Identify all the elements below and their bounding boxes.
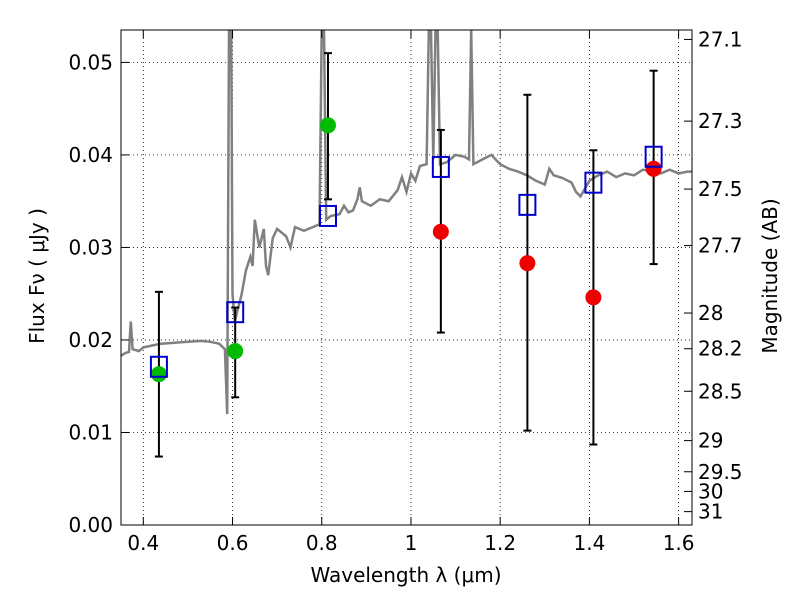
data-point-circle	[645, 160, 662, 177]
gridlines	[121, 30, 692, 526]
right-tick-label: 27.7	[698, 234, 743, 258]
y-axis-title: Flux Fν ( μJy )	[25, 208, 49, 344]
y-tick-label: 0.04	[68, 143, 113, 167]
points-layer	[149, 117, 663, 383]
x-tick-label: 1.2	[484, 531, 516, 555]
y-tick-label: 0.00	[68, 513, 113, 537]
data-point-circle	[150, 366, 167, 383]
right-tick-label: 29.5	[698, 460, 743, 484]
right-tick-label: 28.2	[698, 337, 743, 361]
data-point-square	[518, 193, 537, 216]
right-tick-label: 30	[698, 479, 723, 503]
y-tick-label: 0.05	[68, 50, 113, 74]
data-point-circle	[519, 255, 536, 272]
data-point-square	[584, 171, 603, 194]
data-point-circle	[432, 223, 449, 240]
right-tick-label: 27.3	[698, 109, 743, 133]
errorbar-layer	[154, 52, 658, 458]
x-tick-label: 0.8	[306, 531, 338, 555]
data-point-square	[226, 301, 245, 324]
right-tick-label: 29	[698, 429, 723, 453]
y-tick-label: 0.03	[68, 235, 113, 259]
ticks-layer: 0.4 0.6 0.8 1 1.2 1.4 1.6 0.00 0.01 0.02 0.03 0.04 0…	[68, 27, 742, 555]
right-tick-label: 27.1	[698, 27, 743, 51]
y-tick-label: 0.01	[68, 420, 113, 444]
data-point-square	[431, 155, 450, 178]
x-axis-title: Wavelength λ (μm)	[310, 563, 501, 587]
right-tick-label: 28.5	[698, 379, 743, 403]
right-tick-label: 28	[698, 301, 723, 325]
data-point-square	[644, 145, 663, 168]
right-axis-title: Magnitude (AB)	[758, 198, 782, 353]
spectrum-layer	[121, 30, 692, 415]
x-tick-label: 1.6	[663, 531, 695, 555]
x-tick-label: 1.4	[573, 531, 605, 555]
data-point-square	[318, 204, 337, 227]
right-tick-label: 31	[698, 500, 723, 524]
data-point-circle	[319, 117, 336, 134]
plot-frame	[120, 29, 693, 526]
data-point-square	[149, 355, 168, 378]
x-tick-label: 0.6	[217, 531, 249, 555]
model-spectrum-line	[121, 30, 692, 415]
data-point-circle	[227, 343, 244, 360]
data-point-circle	[585, 289, 602, 306]
right-tick-label: 27.5	[698, 177, 743, 201]
y-tick-label: 0.02	[68, 328, 113, 352]
x-tick-label: 0.4	[127, 531, 159, 555]
x-tick-label: 1	[405, 531, 418, 555]
